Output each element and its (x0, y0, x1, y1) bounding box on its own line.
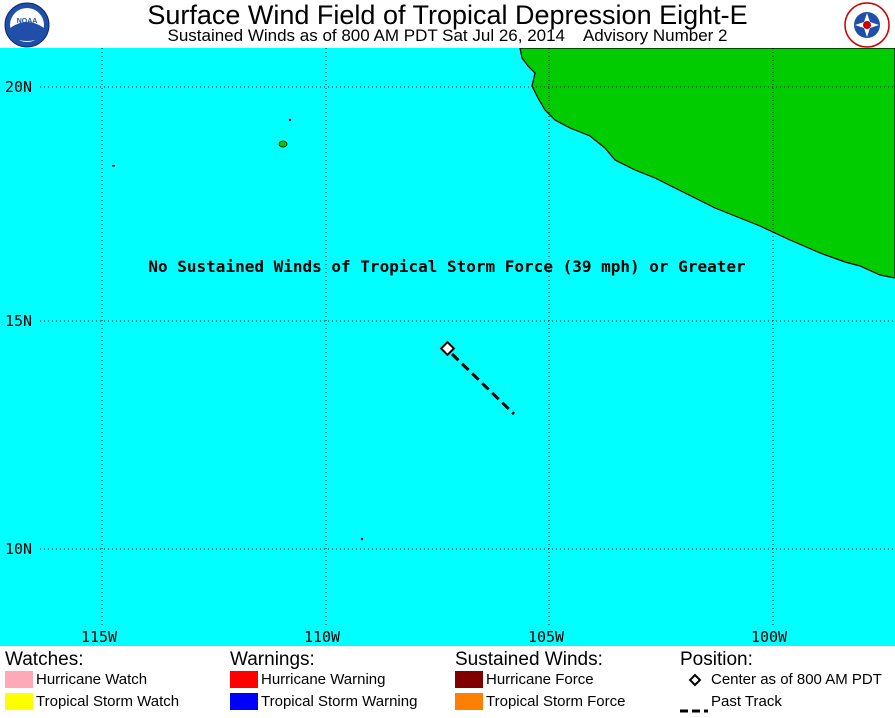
lon-label-115w: 115W (81, 628, 118, 646)
island-socorro (278, 140, 288, 148)
lat-label-20n: 20N (5, 78, 32, 96)
tropical-storm-watch-label: Tropical Storm Watch (36, 693, 180, 710)
lat-lon-grid (40, 48, 895, 628)
legend-position-heading: Position: (680, 649, 753, 670)
hurricane-force-swatch (455, 671, 483, 688)
noaa-logo: NOAA (4, 2, 50, 48)
legend-watches-heading: Watches: (5, 649, 84, 670)
center-position-label: Center as of 800 AM PDT (711, 671, 882, 688)
past-track-label: Past Track (711, 693, 782, 710)
lon-label-110w: 110W (304, 628, 341, 646)
hurricane-watch-label: Hurricane Watch (36, 671, 148, 688)
lon-label-105w: 105W (528, 628, 565, 646)
dashed-line-icon (680, 700, 708, 713)
island-clarion (112, 165, 115, 167)
hurricane-force-label: Hurricane Force (486, 671, 594, 688)
legend-warnings-heading: Warnings: (230, 649, 315, 670)
hurricane-watch-swatch (5, 671, 33, 688)
nws-logo (843, 2, 890, 48)
lat-label-15n: 15N (5, 312, 32, 330)
island-san-benedicto (288, 118, 292, 122)
island-clipperton (360, 537, 364, 541)
legend: Watches: Hurricane Watch Tropical Storm … (0, 646, 895, 716)
noaa-logo-text: NOAA (17, 18, 38, 25)
page-title: Surface Wind Field of Tropical Depressio… (147, 0, 748, 30)
legend-winds-heading: Sustained Winds: (455, 649, 603, 670)
lat-label-10n: 10N (5, 540, 32, 558)
lon-label-100w: 100W (751, 628, 788, 646)
land-mexico (519, 47, 895, 279)
tropical-storm-force-swatch (455, 693, 483, 710)
no-tropical-storm-winds-notice: No Sustained Winds of Tropical Storm For… (148, 257, 745, 276)
diamond-icon (688, 673, 702, 687)
hurricane-warning-swatch (230, 671, 258, 688)
page-subtitle: Sustained Winds as of 800 AM PDT Sat Jul… (167, 26, 728, 45)
hurricane-warning-label: Hurricane Warning (261, 671, 386, 688)
tropical-storm-warning-label: Tropical Storm Warning (261, 693, 418, 710)
past-track (450, 352, 516, 416)
storm-center-diamond-icon (439, 340, 456, 357)
tropical-storm-watch-swatch (5, 693, 33, 710)
wind-field-map: 20N 15N 10N 115W 110W 105W 100W No Susta… (0, 47, 895, 646)
tropical-storm-warning-swatch (230, 693, 258, 710)
tropical-storm-force-label: Tropical Storm Force (486, 693, 626, 710)
